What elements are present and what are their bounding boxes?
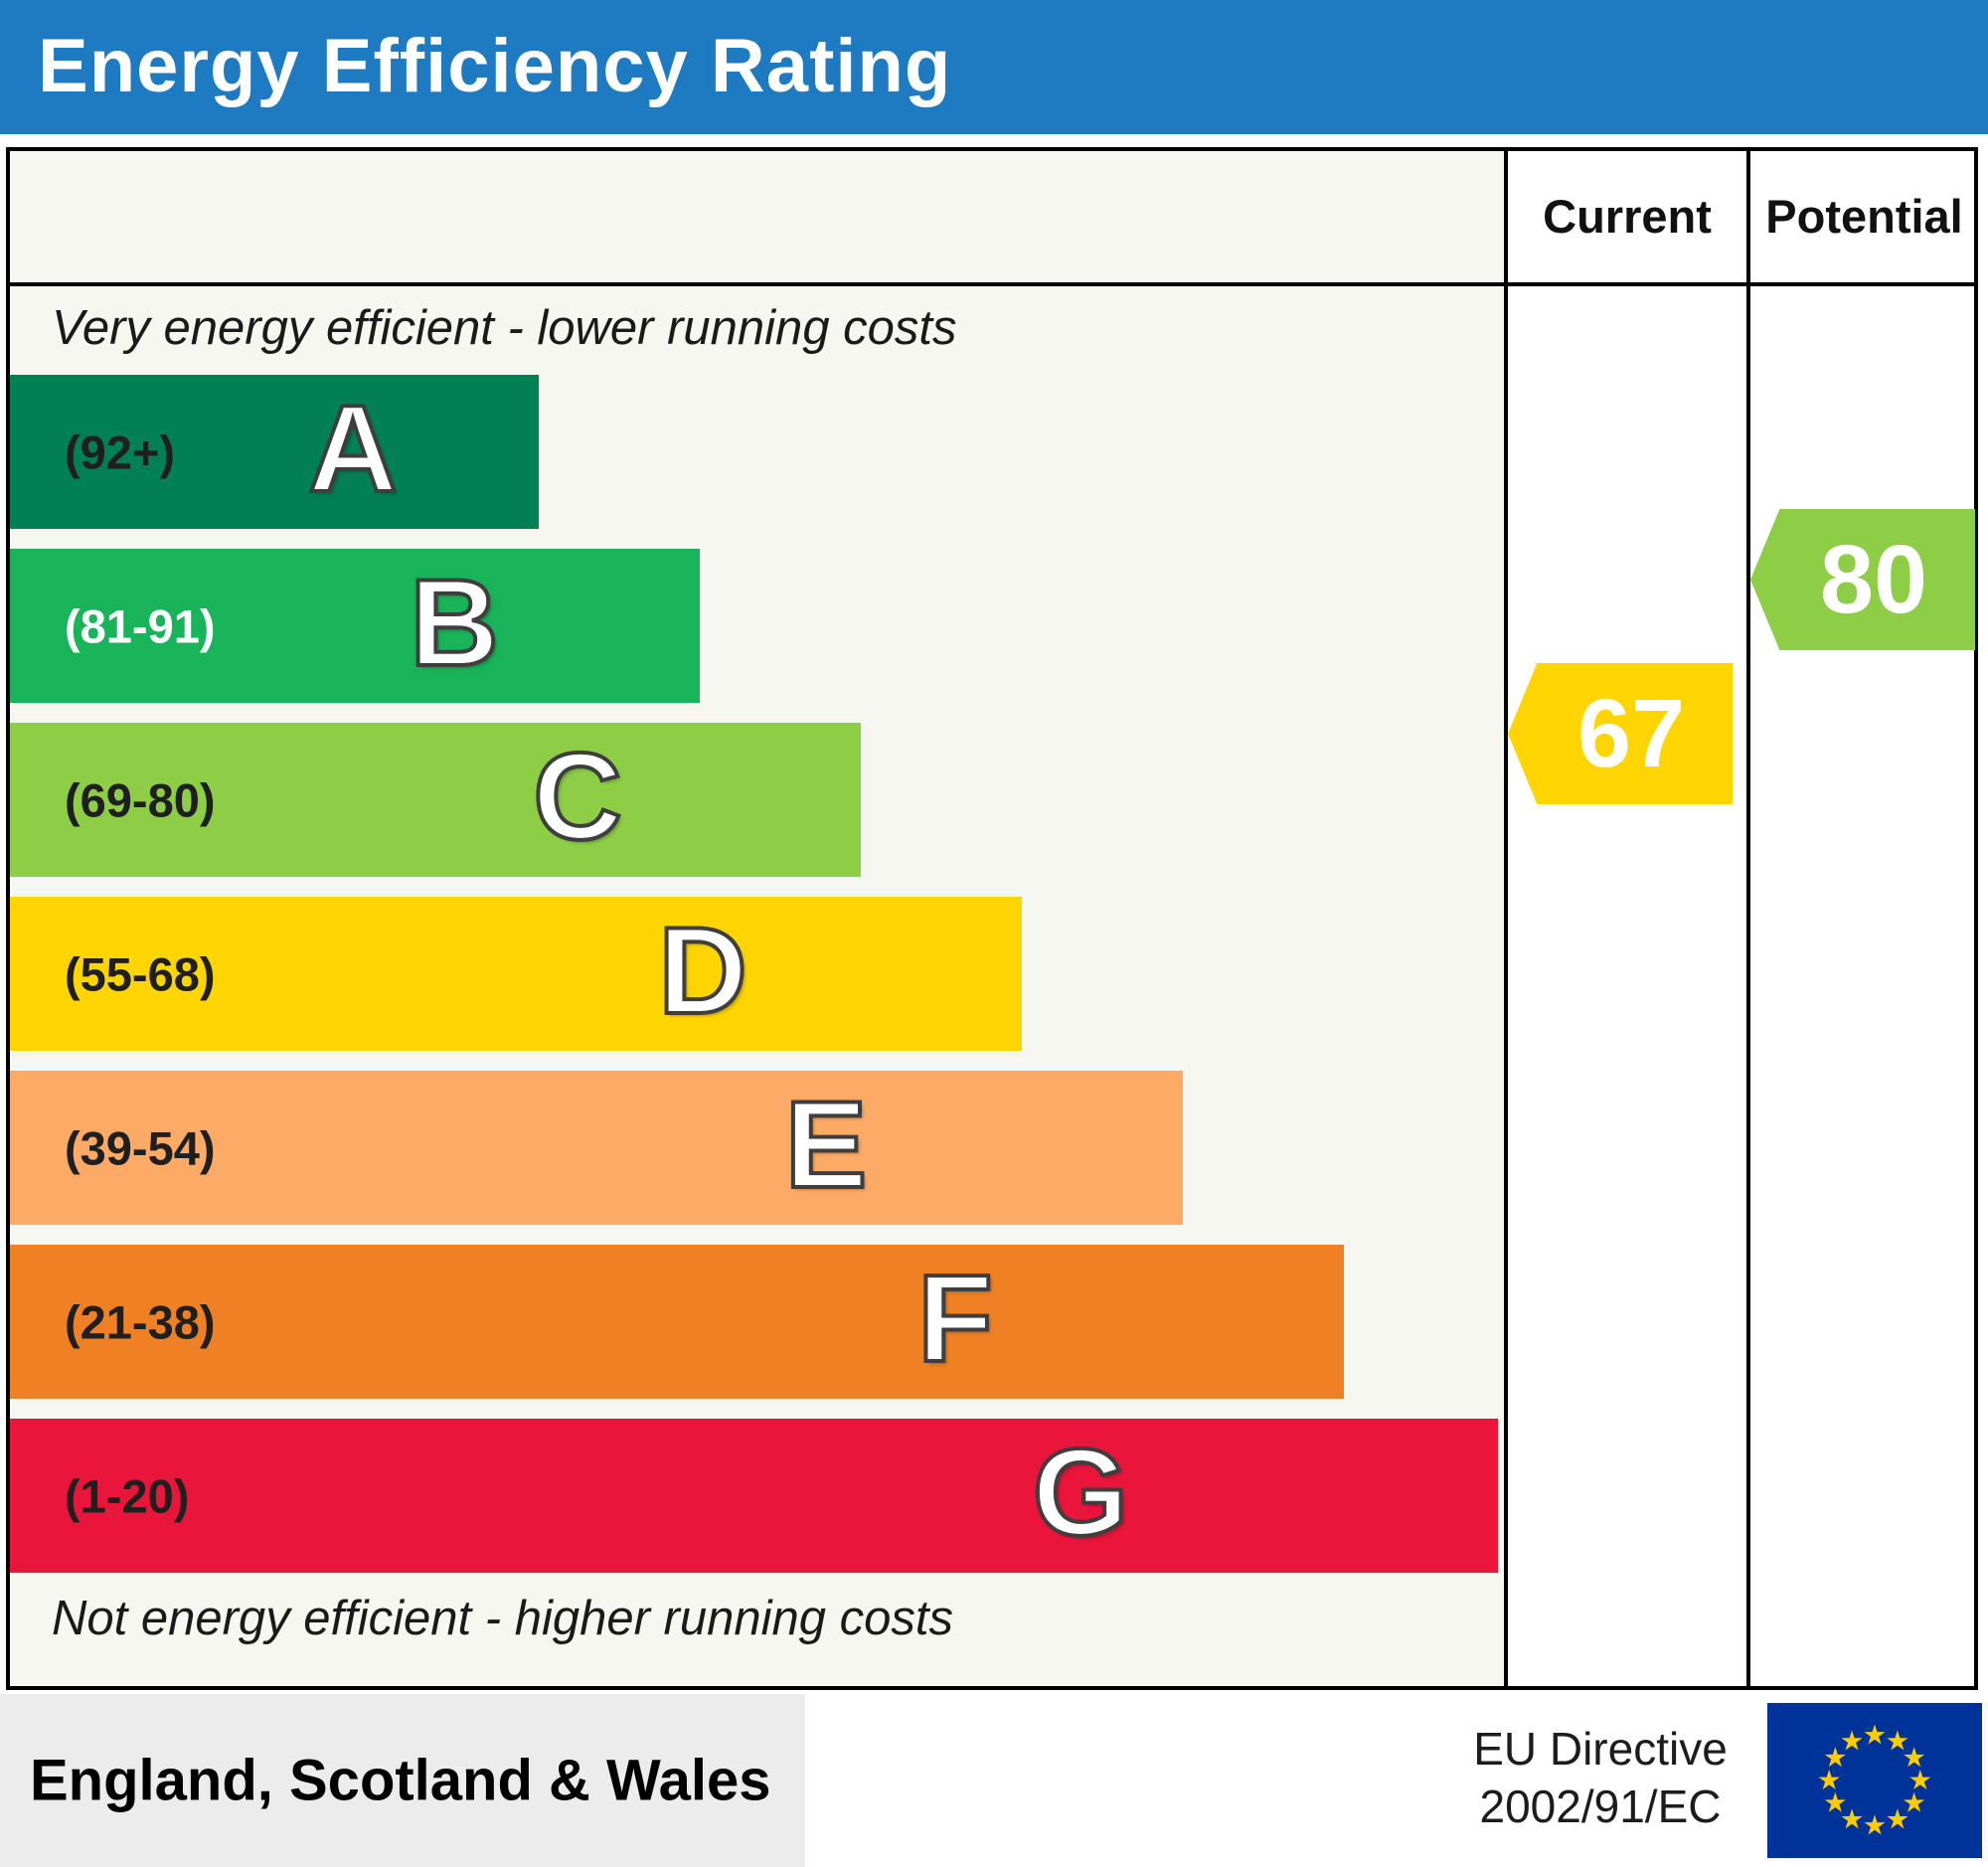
- eu-directive-text: EU Directive 2002/91/EC: [1446, 1720, 1754, 1835]
- band-row-d: (55-68) D: [10, 897, 1022, 1051]
- footer: England, Scotland & Wales EU Directive 2…: [0, 1694, 1988, 1867]
- band-letter: D: [656, 901, 749, 1042]
- band-range-label: (55-68): [65, 947, 216, 1000]
- band-letter: G: [1031, 1423, 1130, 1564]
- band-row-a: (92+) A: [10, 375, 539, 529]
- band-row-b: (81-91) B: [10, 549, 700, 703]
- current-column-divider: [1504, 151, 1508, 1686]
- top-note: Very energy efficient - lower running co…: [52, 301, 957, 355]
- page-title: Energy Efficiency Rating: [38, 24, 952, 108]
- band-range-label: (69-80): [65, 773, 216, 826]
- column-header-current: Current: [1543, 190, 1712, 243]
- eu-directive-line2: 2002/91/EC: [1479, 1781, 1722, 1832]
- potential-column-divider: [1746, 151, 1750, 1686]
- bottom-note: Not energy efficient - higher running co…: [52, 1592, 953, 1645]
- title-bar: Energy Efficiency Rating: [0, 0, 1988, 134]
- potential-rating-arrow: 80: [1750, 509, 1975, 650]
- band-letter: C: [531, 727, 624, 868]
- band-letter: F: [915, 1249, 995, 1390]
- eu-directive-line1: EU Directive: [1473, 1723, 1728, 1775]
- band-range-label: (92+): [65, 425, 176, 478]
- band-range-label: (1-20): [65, 1469, 190, 1522]
- eu-flag-icon: [1767, 1703, 1982, 1858]
- potential-rating-value: 80: [1820, 525, 1927, 633]
- band-range-label: (21-38): [65, 1295, 216, 1348]
- region-label: England, Scotland & Wales: [30, 1748, 771, 1813]
- header-divider-line: [10, 282, 1974, 286]
- band-row-e: (39-54) E: [10, 1071, 1183, 1225]
- band-letter: E: [783, 1075, 870, 1216]
- footer-left-background: [0, 1694, 805, 1867]
- current-rating-value: 67: [1577, 679, 1685, 787]
- band-row-c: (69-80) C: [10, 723, 861, 877]
- band-range-label: (81-91): [65, 599, 216, 652]
- band-letter: A: [306, 379, 400, 520]
- column-header-potential: Potential: [1765, 190, 1963, 243]
- band-range-label: (39-54): [65, 1121, 216, 1174]
- current-rating-arrow: 67: [1508, 663, 1733, 804]
- band-letter: B: [408, 553, 501, 694]
- band-row-f: (21-38) F: [10, 1245, 1344, 1399]
- chart-box: Current Potential Very energy efficient …: [6, 147, 1978, 1690]
- band-row-g: (1-20) G: [10, 1419, 1498, 1573]
